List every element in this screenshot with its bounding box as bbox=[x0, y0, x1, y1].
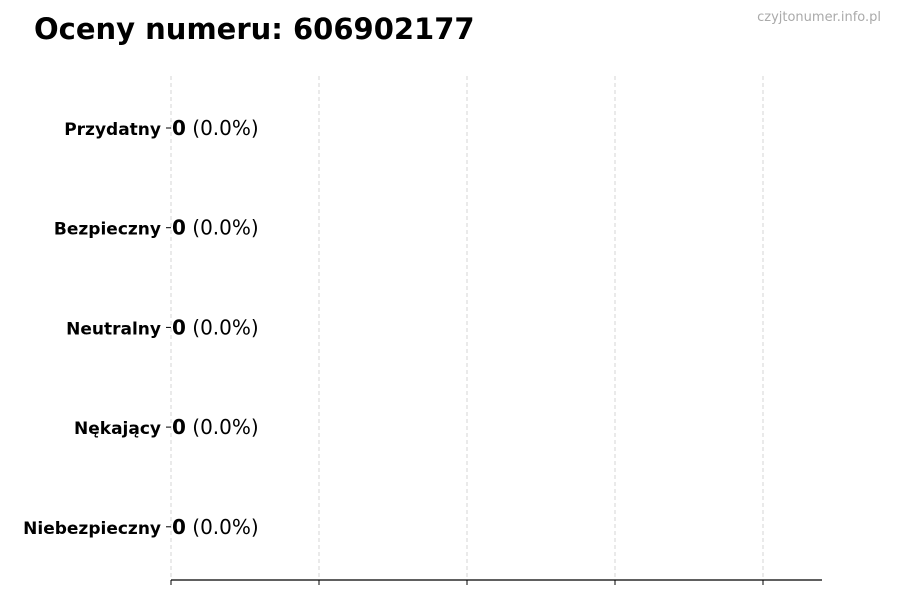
data-label-percent: (0.0%) bbox=[186, 216, 259, 240]
data-label: 0 (0.0%) bbox=[172, 315, 259, 339]
data-label-percent: (0.0%) bbox=[186, 315, 259, 339]
category-label: Niebezpieczny bbox=[23, 519, 161, 539]
data-label: 0 (0.0%) bbox=[172, 116, 259, 140]
category-label: Neutralny bbox=[66, 319, 161, 339]
category-label: Bezpieczny bbox=[54, 220, 161, 240]
data-label-count: 0 bbox=[172, 216, 186, 240]
data-label-count: 0 bbox=[172, 116, 186, 140]
data-label: 0 (0.0%) bbox=[172, 415, 259, 439]
category-label: Przydatny bbox=[64, 120, 161, 140]
watermark: czyjtonumer.info.pl bbox=[757, 10, 881, 25]
data-label-count: 0 bbox=[172, 415, 186, 439]
category-label: Nękający bbox=[74, 419, 161, 439]
data-label-percent: (0.0%) bbox=[186, 515, 259, 539]
data-label-count: 0 bbox=[172, 515, 186, 539]
data-label-percent: (0.0%) bbox=[186, 116, 259, 140]
chart-title: Oceny numeru: 606902177 bbox=[34, 12, 475, 46]
data-label: 0 (0.0%) bbox=[172, 216, 259, 240]
data-label-count: 0 bbox=[172, 315, 186, 339]
data-label: 0 (0.0%) bbox=[172, 515, 259, 539]
data-label-percent: (0.0%) bbox=[186, 415, 259, 439]
